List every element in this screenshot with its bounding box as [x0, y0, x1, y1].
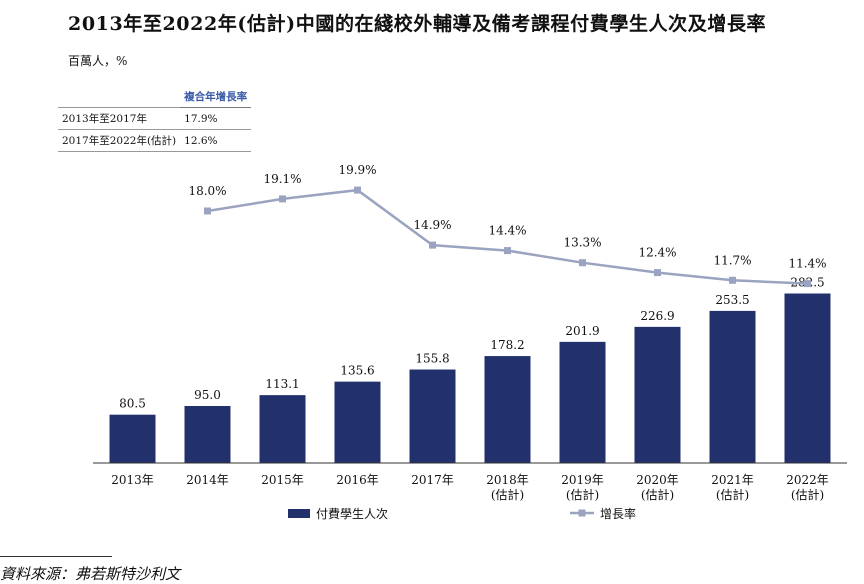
- chart-title: 2013年至2022年(估計)中國的在綫校外輔導及備考課程付費學生人次及增長率: [68, 13, 767, 35]
- unit-label: 百萬人，%: [68, 54, 128, 68]
- growth-value-label: 19.9%: [338, 163, 376, 177]
- cagr-header-row: 複合年增長率: [58, 86, 252, 108]
- source-note: 資料來源：弗若斯特沙利文: [0, 565, 181, 583]
- legend-swatch-marker: [578, 509, 586, 517]
- growth-value-label: 12.4%: [638, 246, 676, 260]
- cagr-table: 複合年增長率 2013年至2017年 17.9% 2017年至2022年(估計)…: [58, 86, 252, 152]
- cagr-period: 2013年至2017年: [58, 107, 181, 130]
- cagr-value: 17.9%: [180, 107, 252, 130]
- bar: [184, 406, 231, 463]
- x-tick-label: 2020年(估計): [636, 473, 679, 502]
- growth-value-label: 14.4%: [488, 224, 526, 238]
- legend-label-bars: 付費學生人次: [316, 506, 388, 521]
- legend-label-line: 增長率: [600, 506, 636, 521]
- bar-value-label: 226.9: [640, 309, 674, 323]
- x-tick-label: 2014年: [186, 473, 229, 487]
- x-tick-label: 2013年: [111, 473, 154, 487]
- x-tick-label: 2022年(估計): [786, 473, 829, 502]
- bar: [634, 326, 681, 463]
- bar-value-label: 95.0: [194, 388, 221, 402]
- bar-value-label: 253.5: [715, 293, 749, 307]
- growth-marker: [654, 269, 661, 277]
- legend-swatch-bars: [288, 509, 310, 518]
- cagr-header-blank: [58, 86, 181, 108]
- bar: [784, 293, 831, 463]
- bar-value-label: 178.2: [490, 338, 524, 352]
- bar: [334, 381, 381, 463]
- growth-value-label: 11.4%: [788, 257, 826, 271]
- cagr-header: 複合年增長率: [180, 86, 252, 108]
- x-tick-label: 2017年: [411, 473, 454, 487]
- bar: [409, 369, 456, 463]
- cagr-row: 2013年至2017年 17.9%: [58, 107, 252, 130]
- growth-marker: [729, 276, 736, 284]
- cagr-row: 2017年至2022年(估計) 12.6%: [58, 129, 252, 152]
- growth-value-label: 19.1%: [263, 172, 301, 186]
- bar: [709, 310, 756, 463]
- bar: [484, 356, 531, 463]
- chart-canvas: 80.5 95.0 113.1 135.6 155.8 178.2 201.9 226.9 25…: [93, 163, 847, 521]
- source-divider: [0, 556, 112, 557]
- bar-value-label: 155.8: [415, 352, 449, 366]
- bar: [559, 341, 606, 463]
- growth-marker: [279, 195, 286, 203]
- growth-marker: [804, 280, 811, 288]
- bar: [259, 395, 306, 463]
- growth-value-label: 11.7%: [713, 253, 751, 267]
- growth-marker: [354, 186, 361, 194]
- x-tick-label: 2019年(估計): [561, 473, 604, 502]
- growth-value-label: 18.0%: [188, 184, 226, 198]
- x-tick-label: 2016年: [336, 473, 379, 487]
- bar-value-label: 80.5: [119, 397, 146, 411]
- x-tick-label: 2015年: [261, 473, 304, 487]
- growth-marker: [204, 207, 211, 215]
- bar-value-label: 135.6: [340, 364, 374, 378]
- growth-value-label: 13.3%: [563, 236, 601, 250]
- growth-marker: [579, 259, 586, 267]
- growth-marker: [429, 241, 436, 249]
- x-tick-label: 2021年(估計): [711, 473, 754, 502]
- x-tick-label: 2018年(估計): [486, 473, 529, 502]
- cagr-value: 12.6%: [180, 129, 252, 152]
- cagr-period: 2017年至2022年(估計): [58, 129, 181, 152]
- bar-value-label: 201.9: [565, 324, 599, 338]
- growth-value-label: 14.9%: [413, 218, 451, 232]
- bar-value-label: 113.1: [265, 377, 299, 391]
- bar: [109, 414, 156, 463]
- growth-marker: [504, 247, 511, 255]
